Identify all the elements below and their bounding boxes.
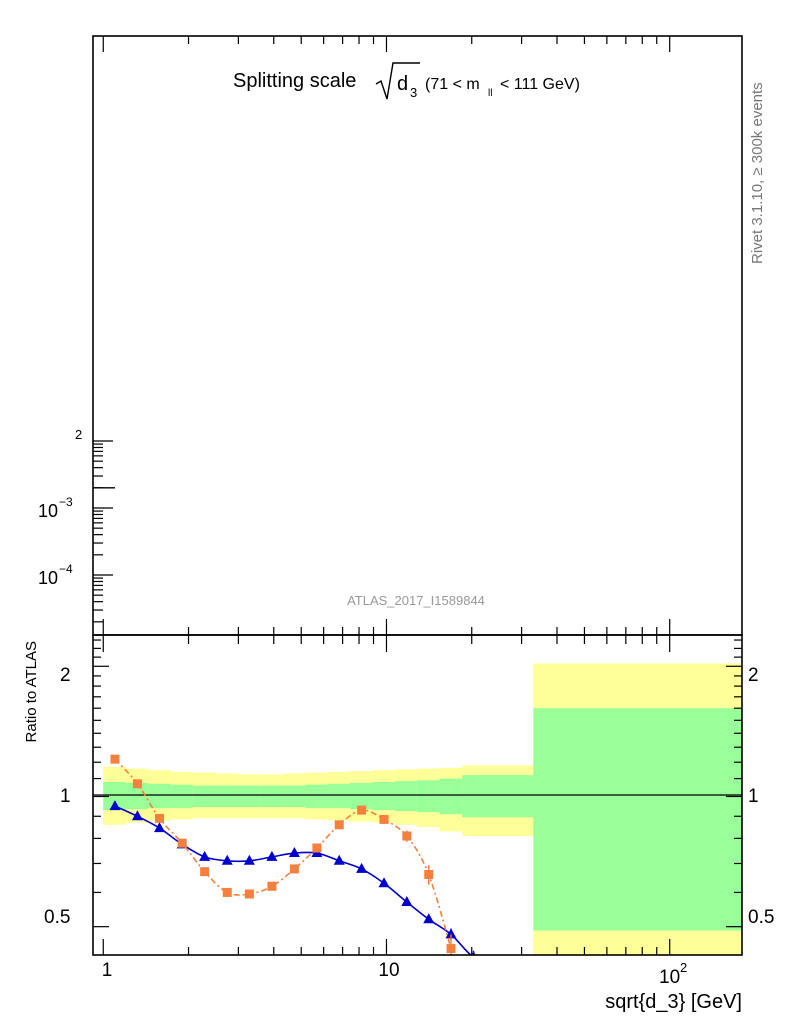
main-title-range-end: < 111 GeV) [500, 76, 580, 93]
svg-text:10: 10 [38, 568, 58, 588]
inner-band-bin [103, 782, 127, 811]
inner-band-bin [282, 785, 306, 808]
ratio-y-tick-label-0.5-right: 0.5 [748, 907, 774, 928]
x-tick-label-1: 1 [102, 960, 113, 981]
ratio-y-tick-label-2-right: 2 [748, 665, 759, 686]
side-label: Rivet 3.1.10, ≥ 300k events [749, 82, 766, 264]
ratio-y-tick-label-2-left: 2 [60, 665, 71, 686]
series-2-point [312, 843, 322, 853]
inner-band-bin [416, 780, 441, 813]
inner-band-bin [215, 785, 239, 808]
inner-band-bin [170, 784, 194, 809]
main-title: Splitting scale [233, 70, 356, 92]
series-1-point [471, 951, 476, 955]
main-title-sqrt-var: d [397, 73, 408, 95]
inner-band-bin [125, 782, 149, 810]
ratio-y-tick-label-0.5-left: 0.5 [44, 907, 70, 928]
inner-band-bin [533, 708, 742, 931]
svg-text:2: 2 [680, 960, 687, 975]
series-2-point [200, 867, 210, 877]
ratio-axis-ticks [93, 636, 742, 955]
inner-band-bin [260, 785, 284, 808]
inner-band-bin [305, 784, 328, 809]
series-1-point [109, 800, 121, 811]
series-1-point [378, 877, 390, 888]
svg-text:10: 10 [659, 967, 680, 988]
sqrt-symbol [375, 62, 420, 100]
x-tick-label-100: 10 2 [659, 960, 687, 988]
main-y-minor-label: 2 [75, 427, 82, 442]
series-1-point [243, 854, 255, 865]
series-1-point [131, 810, 143, 821]
main-y-tick-label-1e-3: 10 −3 [38, 495, 73, 521]
main-y-tick-label-1e-4: 10 −4 [38, 562, 73, 588]
series-1-point [154, 822, 166, 833]
series-2-point [110, 754, 120, 764]
series-1-point [333, 854, 345, 865]
series-1-point [423, 913, 435, 924]
inner-band-bin [148, 783, 172, 809]
series-2-point [446, 944, 456, 954]
ratio-panel: 2 1 0.5 2 1 0.5 Ratio to ATLAS 1 10 10 2… [23, 634, 774, 1013]
series-2-point [334, 820, 344, 830]
series-2-point [267, 881, 277, 891]
svg-text:10: 10 [38, 501, 58, 521]
analysis-watermark: ATLAS_2017_I1589844 [347, 593, 485, 608]
inner-band-bin [372, 782, 396, 811]
series-2-point [379, 814, 389, 824]
main-panel: Splitting scale d 3 (71 < m ll < 111 GeV… [38, 35, 766, 636]
ratio-series [109, 754, 502, 968]
ratio-y-tick-label-1-left: 1 [60, 786, 71, 807]
series-1-point [491, 958, 502, 968]
series-2-point [357, 805, 367, 815]
series-1-point [356, 862, 368, 873]
inner-band-bin [327, 783, 351, 809]
series-1-point [445, 928, 457, 939]
main-frame [92, 35, 743, 636]
series-2-point [155, 813, 165, 823]
main-title-range-sub: ll [488, 88, 492, 99]
ratio-frame [92, 634, 743, 956]
series-1-point [288, 847, 300, 858]
inner-band-bin [237, 785, 261, 808]
x-tick-label-10: 10 [378, 960, 399, 981]
series-2-point [424, 870, 434, 880]
inner-band-bin [439, 778, 463, 815]
series-1-point [199, 850, 211, 861]
main-title-sqrt-sub: 3 [410, 85, 417, 100]
series-2-point [177, 838, 187, 848]
series-2-point [222, 887, 232, 897]
x-axis-label: sqrt{d_3} [GeV] [605, 991, 742, 1013]
main-title-range: (71 < m [425, 76, 480, 93]
series-2-point [289, 864, 299, 874]
ratio-y-tick-label-1-right: 1 [748, 786, 759, 807]
inner-band-bin [394, 781, 418, 812]
series-1-point [221, 854, 233, 865]
svg-text:−4: −4 [59, 562, 73, 576]
ratio-y-axis-label: Ratio to ATLAS [23, 641, 40, 742]
inner-band-bin [462, 775, 534, 818]
inner-band-bin [192, 785, 216, 808]
ratio-uncertainty-bands [103, 663, 742, 955]
series-1-point [266, 850, 278, 861]
series-1-line [114, 805, 472, 955]
main-axis-ticks [93, 36, 671, 635]
svg-text:−3: −3 [59, 495, 73, 509]
series-2-point [402, 831, 412, 841]
series-1-point [401, 896, 413, 907]
series-2-point [244, 889, 254, 899]
inner-band-bin [349, 782, 373, 810]
series-2-point [132, 779, 142, 789]
series-2-line [114, 758, 452, 949]
